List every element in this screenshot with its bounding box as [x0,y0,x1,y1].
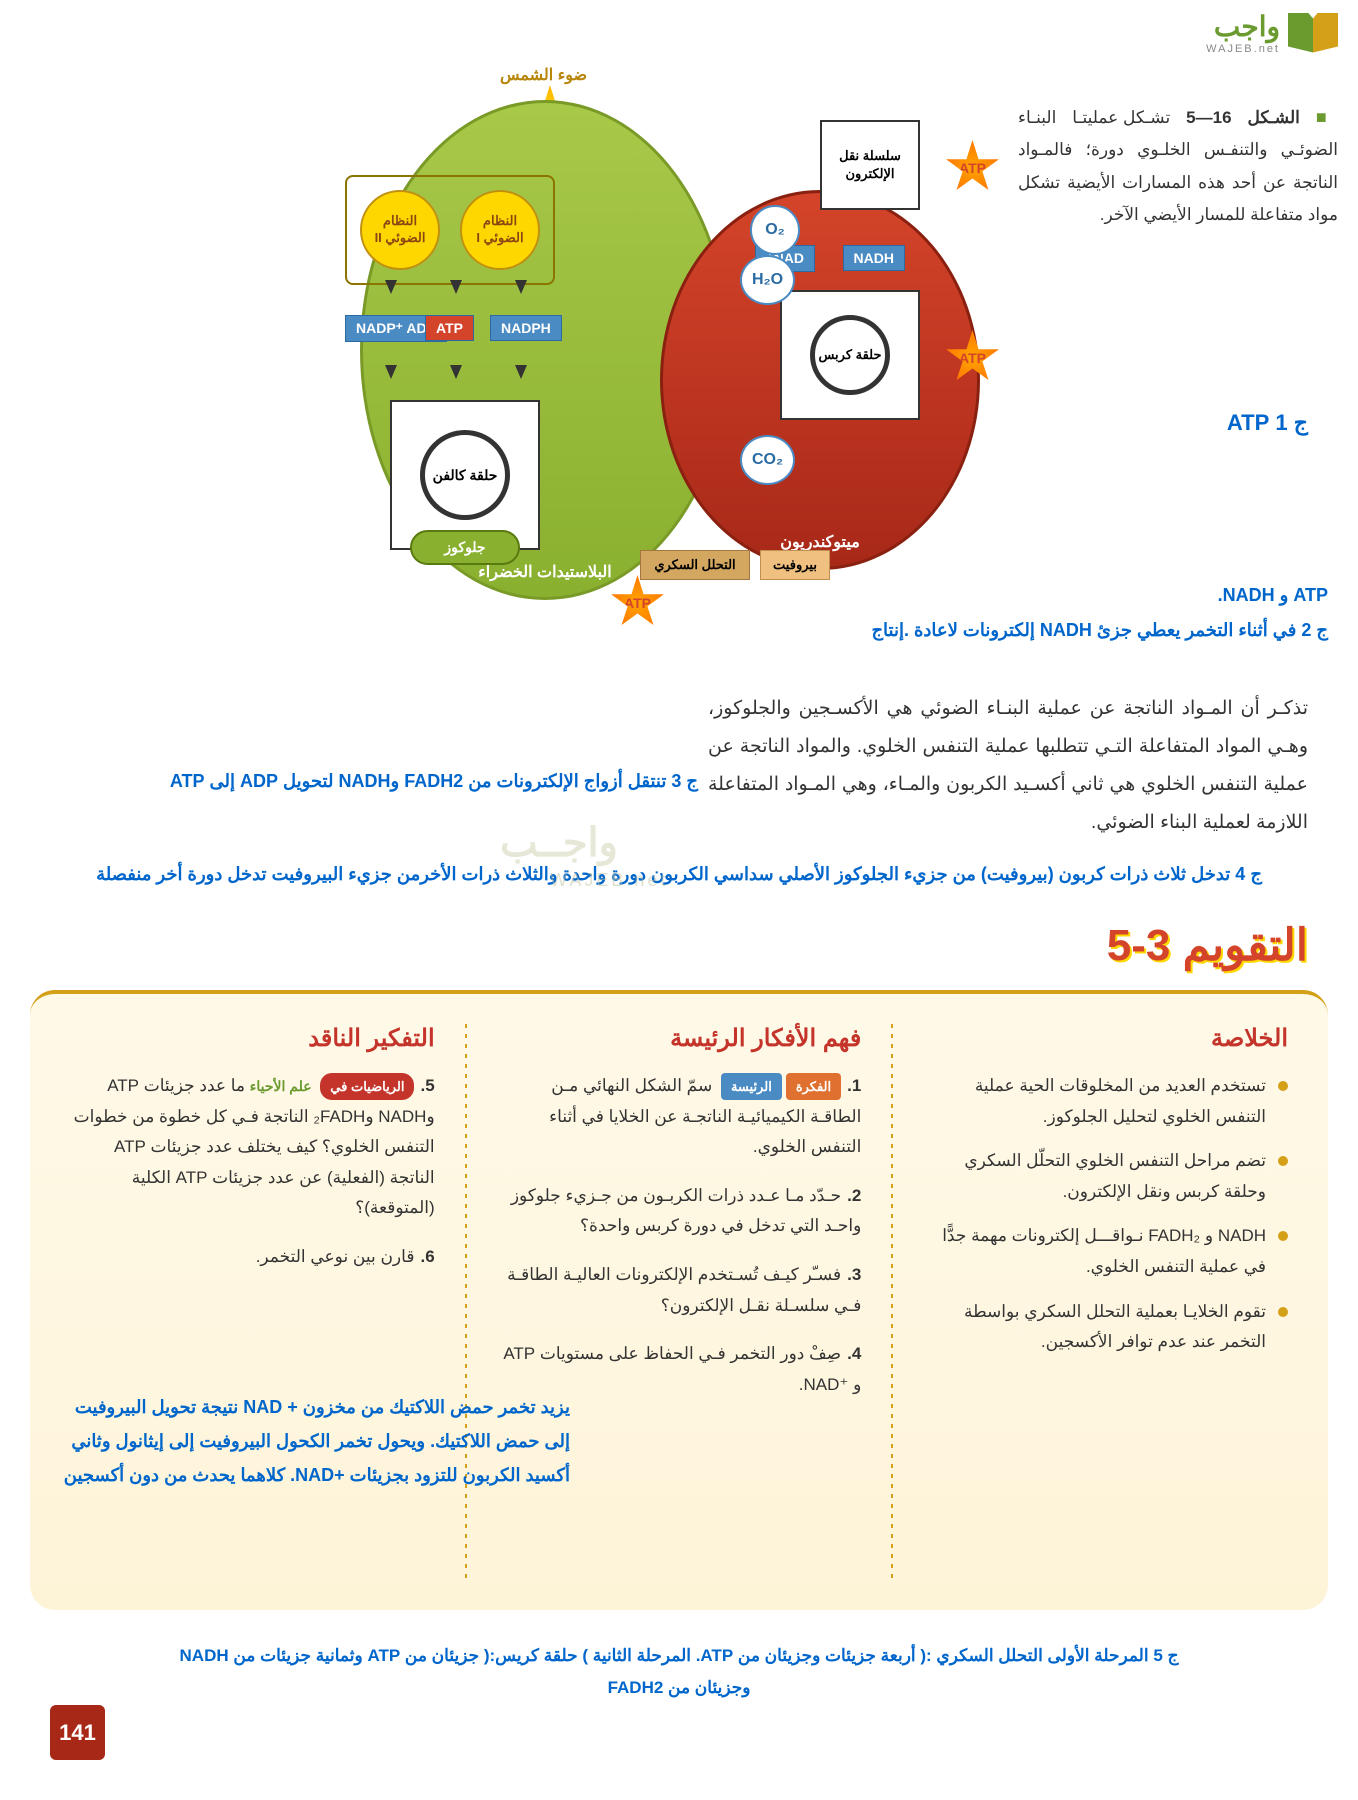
cellular-respiration-diagram: ضوء الشمس البلاستيدات الخضراء النظام الض… [80,90,980,640]
column-divider [465,1024,467,1580]
arrow-icon [450,365,462,379]
answer-j1: ج 1 ATP [1227,410,1308,436]
glycolysis-label: التحلل السكري [640,550,750,580]
answer-j5: ج 5 المرحلة الأولى التحلل السكري :( أربع… [150,1640,1208,1705]
photosystem-1: النظام الضوئي I [460,190,540,270]
answer-j2a: ATP و NADH. [1218,585,1328,606]
question-item: 6.قارن بين نوعي التخمر. [70,1242,435,1273]
assessment-title: التقويم 3-5 [1107,920,1308,971]
sunlight-label: ضوء الشمس [500,65,587,85]
figure-caption: ■ الشـكل 16—5 تشـكل عمليتـا البنـاء الضو… [1018,100,1338,231]
critical-column: التفكير الناقد 5.الرياضيات في علم الأحيا… [70,1024,435,1580]
understanding-list: 1.الفكرةالرئيسة سمّ الشكل النهائي مـن ال… [497,1071,862,1400]
critical-heading: التفكير الناقد [70,1024,435,1053]
pyruvate-label: بيروفيت [760,550,830,580]
etc-box: سلسلة نقل الإلكترون [820,120,920,210]
answer-j2b: ج 2 في أثناء التخمر يعطي جزئ NADH إلكترو… [490,620,1328,641]
answer-j4: ج 4 تدخل ثلاث ذرات كربون (بيروفيت) من جز… [50,860,1308,889]
atp-star-icon: ATP [945,140,1000,195]
nadh-label: NADH [843,245,905,271]
question-item: 1.الفكرةالرئيسة سمّ الشكل النهائي مـن ال… [497,1071,862,1163]
caption-marker: ■ [1316,107,1338,127]
site-logo: واجب WAJEB.net [1206,10,1338,55]
calvin-cycle-box: حلقة كالفن [390,400,540,550]
understanding-column: فهم الأفكار الرئيسة 1.الفكرةالرئيسة سمّ … [497,1024,862,1580]
atp-label: ATP [425,315,474,341]
critical-list: 5.الرياضيات في علم الأحياء ما عدد جزيئات… [70,1071,435,1273]
summary-column: الخلاصة تستخدم العديد من المخلوقات الحية… [923,1024,1288,1580]
summary-list: تستخدم العديد من المخلوقات الحية عملية ا… [923,1071,1288,1358]
arrow-icon [515,280,527,294]
summary-item: تقوم الخلايـا بعملية التحلل السكري بواسط… [923,1297,1288,1358]
o2-label: O₂ [750,205,800,255]
summary-item: تضم مراحل التنفس الخلوي التحلّل السكري و… [923,1146,1288,1207]
arrow-icon [385,280,397,294]
logo-english: WAJEB.net [1206,43,1280,55]
arrow-icon [450,280,462,294]
h2o-label: H₂O [740,255,795,305]
watermark-en: WAJEB.net [550,870,668,891]
watermark-ar: واجــب [500,820,618,866]
krebs-box: حلقة كربس [780,290,920,420]
column-divider [891,1024,893,1580]
mitochondria-label: ميتوكندريون [663,532,977,552]
body-paragraph: تذكـر أن المـواد الناتجة عن عملية البنـا… [708,690,1308,842]
arrow-icon [515,365,527,379]
answer-j3: ج 3 تنتقل أزواج الإلكترونات من FADH2 وNA… [50,765,698,797]
page-number: 141 [50,1705,105,1760]
understanding-heading: فهم الأفكار الرئيسة [497,1024,862,1053]
logo-arabic: واجب [1206,10,1280,43]
calvin-cycle: حلقة كالفن [420,430,510,520]
summary-item: تستخدم العديد من المخلوقات الحية عملية ا… [923,1071,1288,1132]
krebs-cycle: حلقة كربس [810,315,890,395]
arrow-icon [385,365,397,379]
summary-item: NADH و FADH₂ نـواقـــل إلكترونات مهمة جد… [923,1221,1288,1282]
nadph-label: NADPH [490,315,562,341]
question-item: 2.حـدّد مـا عـدد ذرات الكربـون من جـزيء … [497,1181,862,1242]
summary-heading: الخلاصة [923,1024,1288,1053]
question-item: 3.فسـّر كيـف تُسـتخدم الإلكترونات العالي… [497,1260,862,1321]
co2-label: CO₂ [740,435,795,485]
caption-title: الشـكل 16—5 [1186,108,1300,127]
question-item: 5.الرياضيات في علم الأحياء ما عدد جزيئات… [70,1071,435,1224]
answer-6: يزيد تخمر حمض اللاكتيك من مخزون + NAD نت… [50,1390,570,1493]
glucose-label: جلوكوز [410,530,520,565]
assessment-box: الخلاصة تستخدم العديد من المخلوقات الحية… [30,990,1328,1610]
photosystem-2: النظام الضوئي II [360,190,440,270]
logo-book-icon [1288,13,1338,53]
